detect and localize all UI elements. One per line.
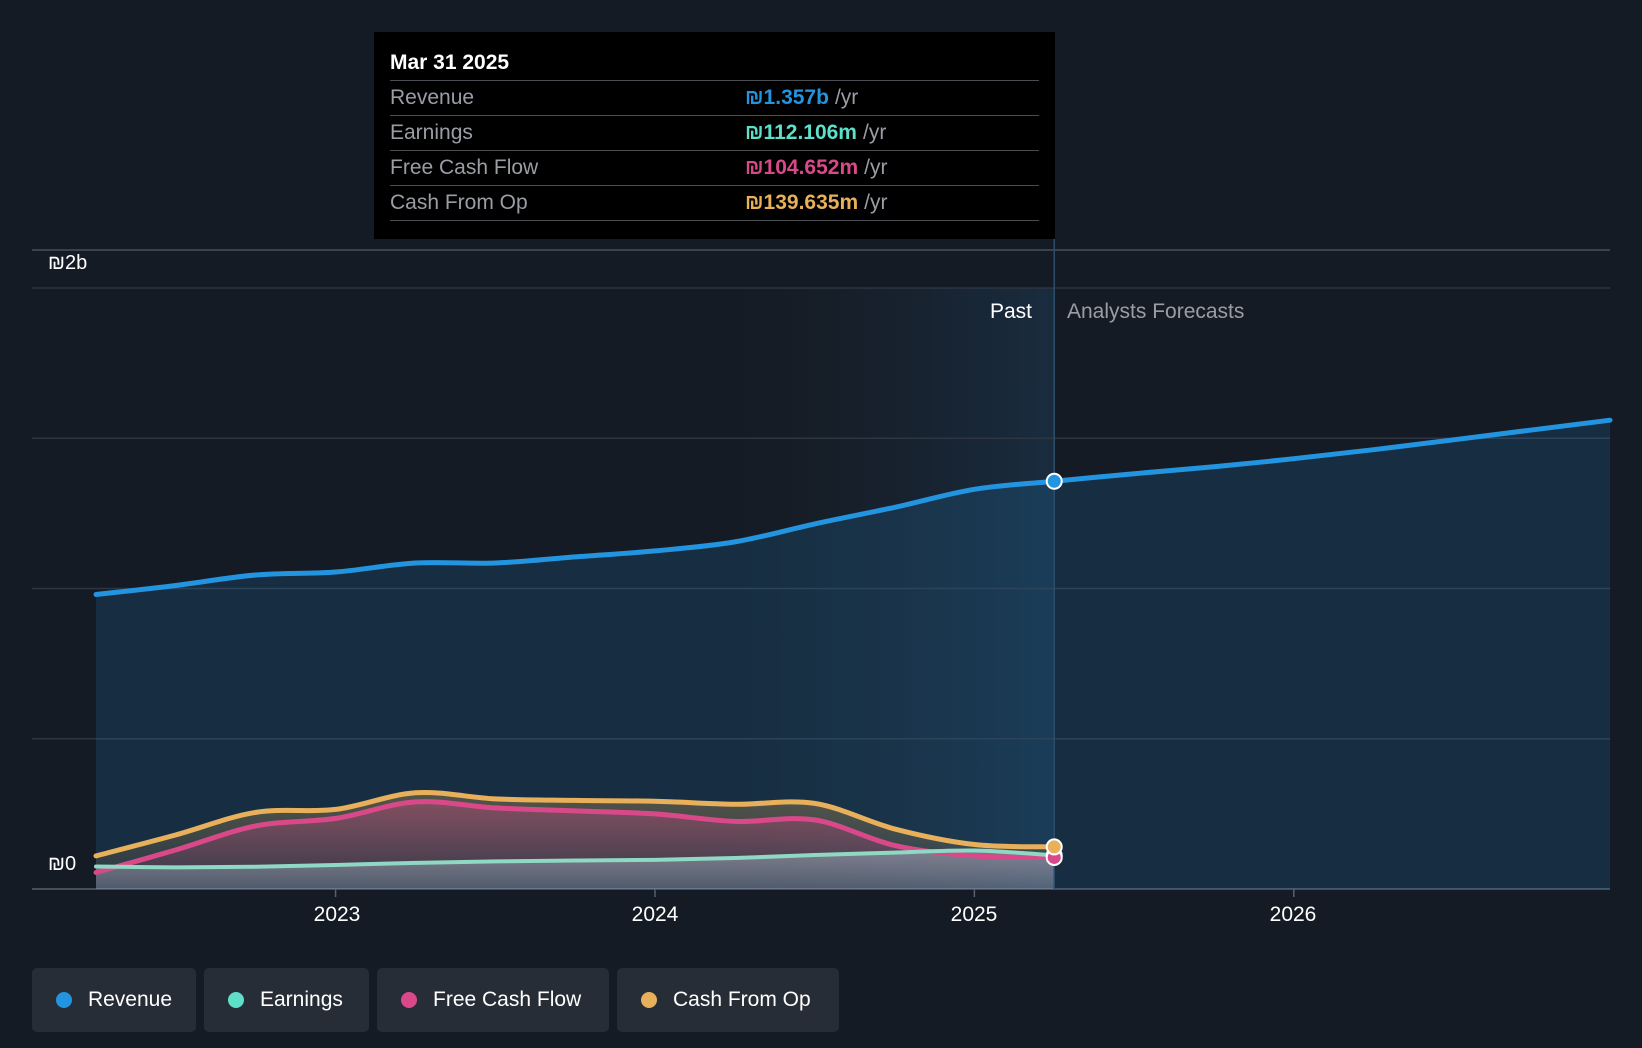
tooltip-label: Cash From Op bbox=[390, 191, 528, 214]
series-line-revenue bbox=[93, 417, 1613, 597]
tooltip-value: ₪104.652m bbox=[745, 156, 859, 179]
series-area-earnings bbox=[96, 850, 1055, 889]
cash-from-op-dot-icon bbox=[641, 992, 657, 1008]
forecast-label: Analysts Forecasts bbox=[1067, 300, 1245, 323]
tooltip-unit: /yr bbox=[834, 86, 859, 109]
tooltip-row-earnings: Earnings ₪112.106m /yr bbox=[390, 115, 1039, 150]
x-tick-label: 2025 bbox=[950, 903, 998, 926]
y-tick-label-top: ₪2b bbox=[48, 252, 88, 274]
y-tick-label-zero: ₪0 bbox=[48, 853, 77, 875]
tooltip-value: ₪1.357b bbox=[745, 86, 829, 109]
tooltip-unit: /yr bbox=[862, 121, 887, 144]
revenue-dot-icon bbox=[56, 992, 72, 1008]
tooltip-row-free-cash-flow: Free Cash Flow ₪104.652m /yr bbox=[390, 150, 1039, 185]
tooltip-label: Free Cash Flow bbox=[390, 156, 539, 179]
tooltip-value: ₪112.106m bbox=[745, 121, 857, 144]
legend-label: Free Cash Flow bbox=[433, 988, 582, 1011]
legend-label: Cash From Op bbox=[673, 988, 811, 1011]
tooltip-unit: /yr bbox=[864, 156, 888, 179]
series-line-earnings bbox=[94, 848, 1057, 870]
series-line-cash-from-op bbox=[93, 790, 1057, 859]
x-tick-label: 2026 bbox=[1269, 903, 1317, 926]
legend-item-free-cash-flow[interactable]: Free Cash Flow bbox=[377, 968, 609, 1032]
marker-cash-from-op bbox=[1045, 838, 1063, 856]
tooltip-label: Revenue bbox=[390, 86, 475, 109]
legend-item-cash-from-op[interactable]: Cash From Op bbox=[617, 968, 839, 1032]
tooltip: Mar 31 2025 Revenue ₪1.357b /yr Earnings… bbox=[374, 32, 1055, 239]
legend-label: Earnings bbox=[260, 988, 343, 1011]
legend-label: Revenue bbox=[87, 988, 172, 1011]
x-tick-label: 2023 bbox=[313, 903, 361, 926]
tooltip-date: Mar 31 2025 bbox=[390, 51, 510, 74]
free-cash-flow-dot-icon bbox=[401, 992, 417, 1008]
tooltip-unit: /yr bbox=[864, 191, 888, 214]
marker-revenue bbox=[1045, 472, 1063, 490]
past-label: Past bbox=[990, 300, 1033, 323]
legend-item-revenue[interactable]: Revenue bbox=[32, 968, 196, 1032]
series-line-free-cash-flow bbox=[93, 799, 1057, 875]
tooltip-label: Earnings bbox=[390, 121, 473, 144]
tooltip-row-revenue: Revenue ₪1.357b /yr bbox=[390, 80, 1039, 115]
tooltip-value: ₪139.635m bbox=[745, 191, 859, 214]
x-tick-label: 2024 bbox=[631, 903, 679, 926]
earnings-dot-icon bbox=[228, 992, 244, 1008]
tooltip-row-cash-from-op: Cash From Op ₪139.635m /yr bbox=[390, 185, 1039, 221]
legend: Revenue Earnings Free Cash Flow Cash Fro… bbox=[32, 968, 839, 1032]
series-area-revenue bbox=[96, 420, 1610, 889]
legend-item-earnings[interactable]: Earnings bbox=[204, 968, 369, 1032]
